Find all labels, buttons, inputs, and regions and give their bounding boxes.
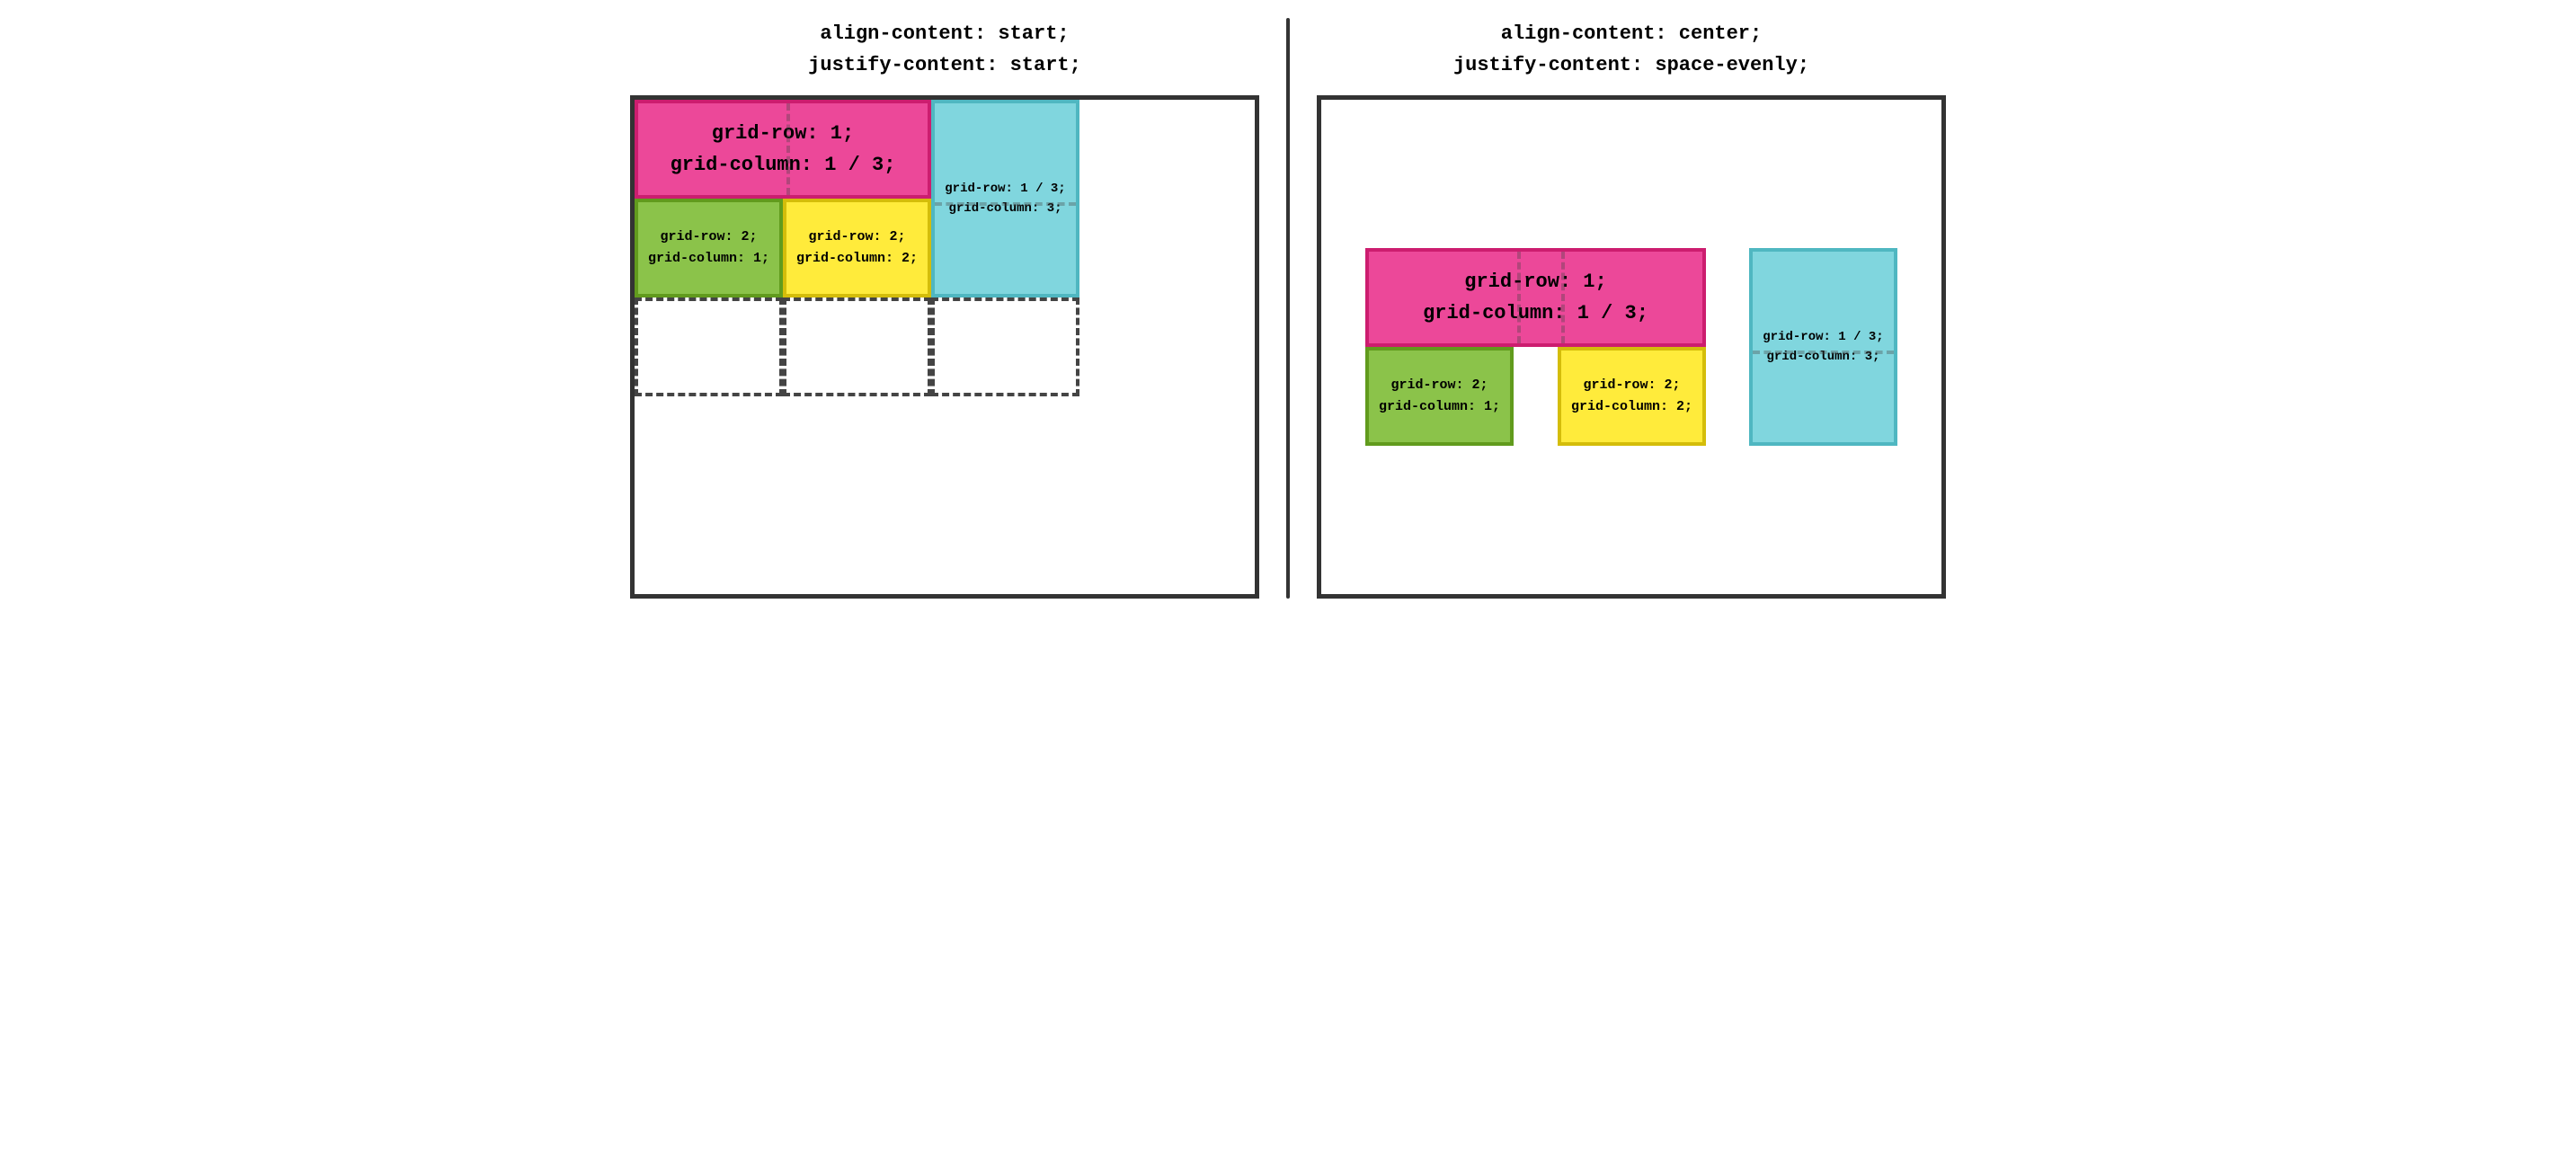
left-titles: align-content: start; justify-content: s… <box>808 18 1081 81</box>
item-label: grid-column: 2; <box>796 248 918 270</box>
left-grid-container: grid-row: 1 / 3;grid-column: 3;grid-row:… <box>630 95 1259 599</box>
track-line-faint <box>1561 252 1565 343</box>
item-label: grid-column: 1; <box>1379 396 1500 418</box>
grid-track-cell <box>635 297 783 396</box>
grid-track-cell <box>931 297 1079 396</box>
item-label: grid-row: 1 / 3; <box>1763 327 1883 347</box>
right-title-line-2: justify-content: space-evenly; <box>1453 49 1809 81</box>
item-label: grid-row: 1 / 3; <box>945 179 1065 199</box>
item-label: grid-row: 2; <box>808 226 905 248</box>
right-grid-container: grid-row: 1 / 3;grid-column: 3;grid-row:… <box>1317 95 1946 599</box>
item-label: grid-row: 2; <box>1583 375 1680 396</box>
track-line-faint <box>935 202 1076 206</box>
left-panel: align-content: start; justify-content: s… <box>603 18 1286 599</box>
grid-item-cyan: grid-row: 1 / 3;grid-column: 3; <box>931 100 1079 297</box>
right-panel: align-content: center; justify-content: … <box>1290 18 1973 599</box>
grid-item-yellow: grid-row: 2;grid-column: 2; <box>783 199 931 297</box>
grid-item-pink: grid-row: 1;grid-column: 1 / 3; <box>635 100 931 199</box>
right-title-line-1: align-content: center; <box>1453 18 1809 49</box>
left-title-line-2: justify-content: start; <box>808 49 1081 81</box>
item-label: grid-column: 1 / 3; <box>1423 297 1648 329</box>
item-label: grid-column: 1 / 3; <box>671 149 896 181</box>
track-line-faint <box>1753 351 1894 354</box>
track-line-faint <box>1517 252 1521 343</box>
page: align-content: start; justify-content: s… <box>9 18 2567 599</box>
grid-item-green: grid-row: 2;grid-column: 1; <box>1365 347 1514 446</box>
item-label: grid-row: 2; <box>1390 375 1488 396</box>
item-label: grid-row: 1; <box>1464 266 1606 297</box>
item-label: grid-row: 2; <box>660 226 757 248</box>
item-label: grid-row: 1; <box>712 118 854 149</box>
grid-item-pink: grid-row: 1;grid-column: 1 / 3; <box>1365 248 1706 347</box>
item-label: grid-column: 1; <box>648 248 769 270</box>
grid-item-yellow: grid-row: 2;grid-column: 2; <box>1558 347 1706 446</box>
grid-item-green: grid-row: 2;grid-column: 1; <box>635 199 783 297</box>
item-label: grid-column: 2; <box>1571 396 1692 418</box>
grid-item-cyan: grid-row: 1 / 3;grid-column: 3; <box>1749 248 1897 446</box>
left-title-line-1: align-content: start; <box>808 18 1081 49</box>
right-titles: align-content: center; justify-content: … <box>1453 18 1809 81</box>
grid-track-cell <box>783 297 931 396</box>
track-line-faint <box>786 103 790 195</box>
